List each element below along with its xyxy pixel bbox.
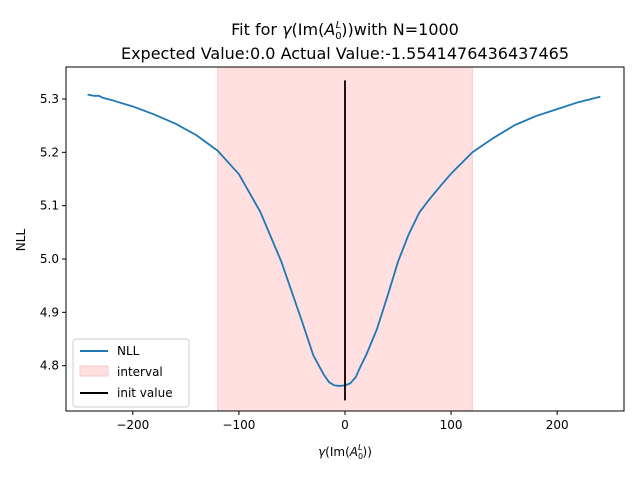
x-tick-label: 100: [440, 418, 463, 432]
x-tick-label: 0: [341, 418, 349, 432]
x-tick-label: −200: [116, 418, 149, 432]
x-tick-label: −100: [222, 418, 255, 432]
legend: NLL interval init value: [72, 338, 190, 408]
y-axis-label: NLL: [14, 229, 28, 252]
y-tick-label: 5.1: [40, 199, 59, 213]
chart-title: Fit for γ(Im(A0L))with N=1000: [231, 20, 459, 42]
legend-label-nll: NLL: [117, 344, 140, 358]
y-tick-label: 4.9: [40, 305, 59, 319]
x-ticks: −200 −100 0 100 200: [116, 411, 569, 432]
legend-label-init-value: init value: [117, 386, 173, 400]
y-ticks: 4.8 4.9 5.0 5.1 5.2 5.3: [40, 92, 66, 373]
legend-label-interval: interval: [117, 365, 163, 379]
y-tick-label: 5.0: [40, 252, 59, 266]
y-tick-label: 5.2: [40, 145, 59, 159]
y-tick-label: 5.3: [40, 92, 59, 106]
nll-series-layer: [87, 93, 601, 387]
chart-subtitle: Expected Value:0.0 Actual Value:-1.55414…: [121, 44, 569, 63]
x-tick-label: 200: [546, 418, 569, 432]
y-tick-label: 4.8: [40, 359, 59, 373]
nll-line: [87, 93, 601, 387]
legend-swatch-interval: [79, 365, 109, 377]
x-axis-label: γ(Im(A0L)): [318, 443, 372, 461]
legend-box: [72, 338, 190, 408]
